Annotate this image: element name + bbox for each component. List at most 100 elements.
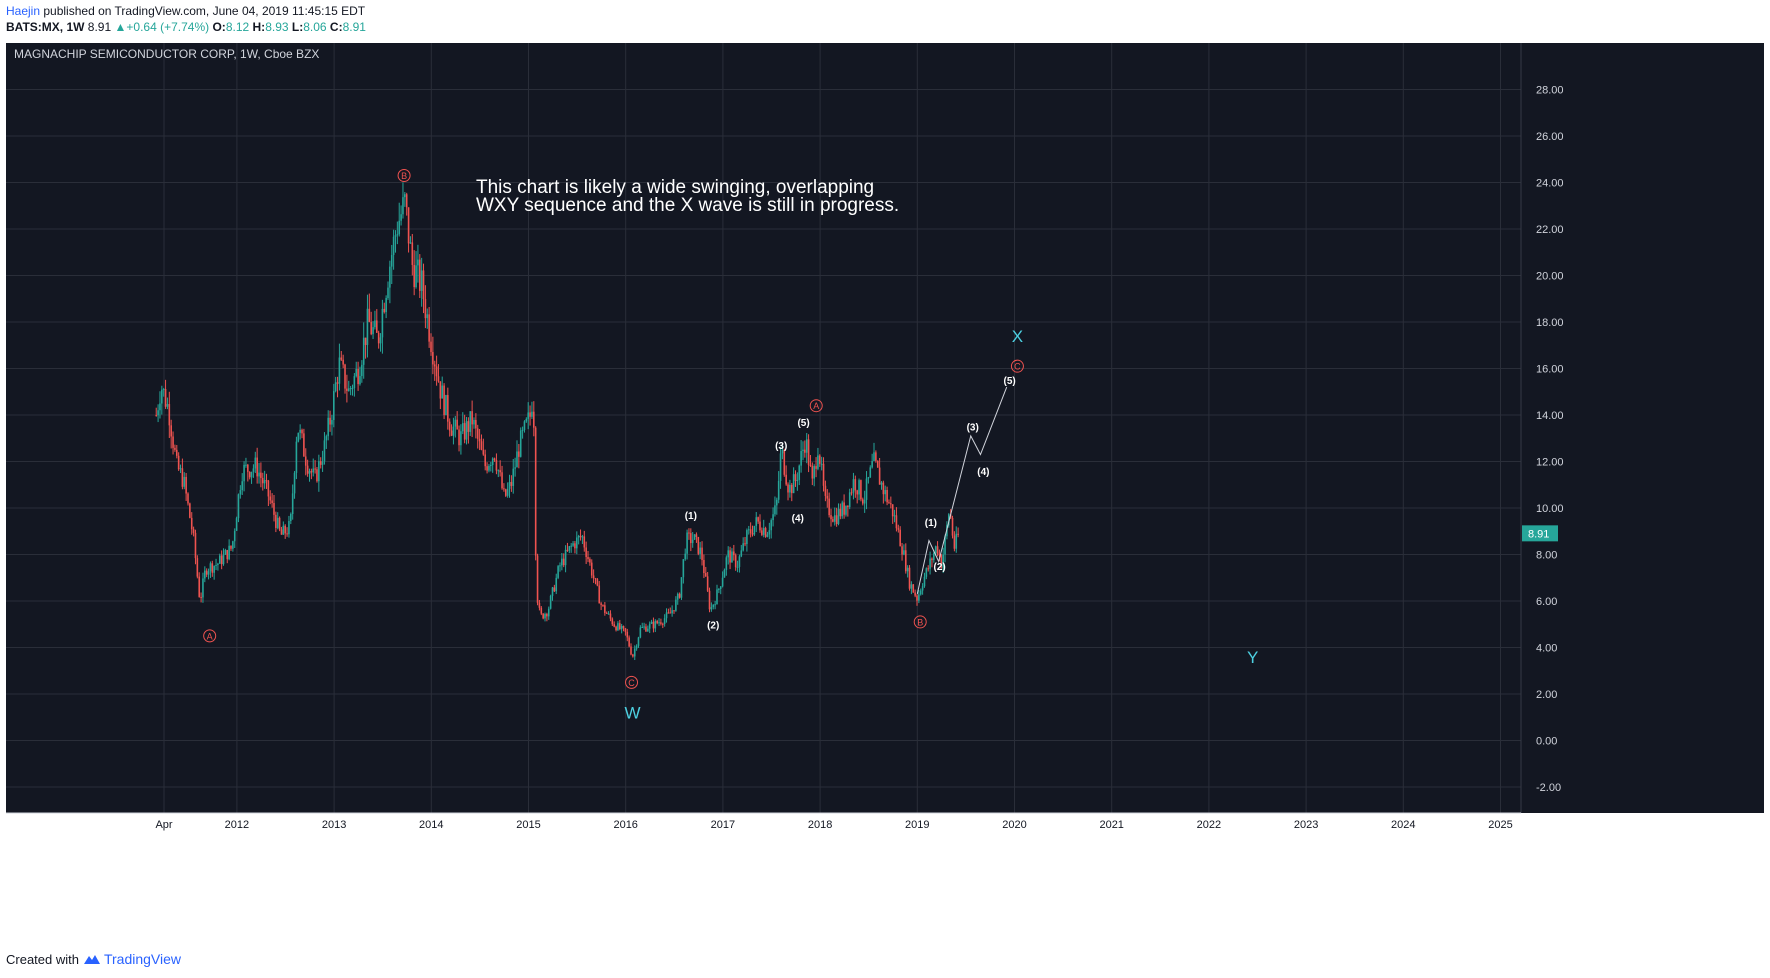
candle-body <box>830 515 832 520</box>
candle-body <box>583 536 586 548</box>
candle-body <box>878 467 881 485</box>
created-with-text: Created with <box>6 951 79 967</box>
candle-body <box>581 536 584 538</box>
abc-circle <box>809 399 823 413</box>
candle-body <box>734 555 737 568</box>
candle-body <box>936 546 939 554</box>
candle-body <box>813 466 815 479</box>
candle-body <box>260 472 262 478</box>
abc-circle <box>625 675 639 689</box>
candle-body <box>263 480 266 484</box>
candle-body <box>721 577 724 587</box>
candle-body <box>886 489 888 503</box>
candle-body <box>248 471 251 478</box>
candle-body <box>712 604 715 608</box>
candle-body <box>256 457 258 477</box>
candle-body <box>241 481 244 491</box>
candle-body <box>484 454 487 467</box>
candle-body <box>785 474 787 485</box>
candle-body <box>179 468 182 470</box>
candle-body <box>833 515 836 522</box>
candle-body <box>417 259 419 266</box>
impulse-label: (2) <box>707 620 719 631</box>
chart-panel[interactable]: W X Y A B C A B C (1) (2) (3) (4) (5) (1) (2) (3) (4) (5) … <box>6 43 1764 943</box>
tradingview-link[interactable]: TradingView <box>83 951 181 967</box>
price-axis: -2.00 0.00 2.00 4.00 6.00 8.00 10.00 12.00 14.00… <box>1536 85 1564 795</box>
abc-circle <box>397 169 411 183</box>
candle-body <box>353 376 356 389</box>
time-tick-label: 2018 <box>808 819 832 831</box>
grid-lines <box>6 43 1521 813</box>
candle-body <box>669 612 672 614</box>
impulse-label: (3) <box>967 423 979 434</box>
candle-body <box>278 517 281 530</box>
candle-body <box>475 419 477 429</box>
candle-body <box>826 495 829 499</box>
candle-body <box>574 543 576 549</box>
author-link[interactable]: Haejin <box>6 4 41 18</box>
candle-body <box>706 576 709 591</box>
candle-body <box>213 565 215 573</box>
impulse-label: (5) <box>797 418 809 429</box>
candle-body <box>899 529 901 547</box>
candle-body <box>286 533 288 535</box>
candle-body <box>678 593 681 598</box>
candle-body <box>832 519 834 522</box>
candle-body <box>267 480 270 497</box>
candle-body <box>686 532 688 554</box>
candle-body <box>432 352 434 365</box>
candle-body <box>820 463 823 465</box>
high-value: 8.93 <box>265 20 289 34</box>
candle-body <box>497 470 500 472</box>
candle-body <box>334 382 337 392</box>
candle-body <box>512 468 515 486</box>
price-chart[interactable]: WXYABCABC(1)(2)(3)(4)(5)(1)(2)(3)(4)(5) … <box>6 43 1764 943</box>
candle-body <box>761 530 763 535</box>
candle-body <box>215 564 217 566</box>
candle-body <box>247 464 249 472</box>
candle-body <box>490 464 492 466</box>
candle-body <box>768 530 771 535</box>
footer: Created with TradingView <box>6 951 181 967</box>
candle-body <box>704 573 707 577</box>
candle-body <box>389 266 391 288</box>
candle-body <box>727 550 730 558</box>
candle-body <box>540 607 543 614</box>
candle-body <box>508 481 511 489</box>
candle-body <box>207 571 210 575</box>
candle-body <box>518 451 520 457</box>
candle-body <box>387 287 389 298</box>
annotation-line-1: This chart is likely a wide swinging, ov… <box>476 177 874 198</box>
candle-body <box>321 461 324 465</box>
candle-body <box>755 517 758 526</box>
impulse-label: (4) <box>977 467 989 478</box>
candle-body <box>418 259 421 291</box>
candle-body <box>200 596 202 598</box>
candle-body <box>252 468 255 472</box>
candle-body <box>572 543 574 546</box>
candle-body <box>867 477 870 479</box>
candle-body <box>891 504 894 517</box>
candle-body <box>929 558 931 569</box>
candle-body <box>647 628 649 632</box>
time-tick-label: 2020 <box>1002 819 1026 831</box>
candle-body <box>400 214 402 221</box>
candle-body <box>364 337 367 345</box>
candle-body <box>770 520 773 531</box>
tradingview-logo-icon <box>83 955 100 964</box>
candle-body <box>890 503 892 505</box>
candle-body <box>211 563 214 573</box>
candle-body <box>280 529 283 535</box>
candle-body <box>370 321 372 335</box>
candle-body <box>448 421 451 431</box>
candle-body <box>534 427 537 556</box>
time-tick-label: 2024 <box>1391 819 1415 831</box>
candle-body <box>366 308 369 345</box>
candle-body <box>650 621 653 624</box>
candle-body <box>271 500 273 504</box>
candle-body <box>661 623 664 625</box>
price-tick-label: 24.00 <box>1536 178 1564 190</box>
candle-body <box>390 255 393 267</box>
candle-body <box>544 613 546 619</box>
candle-body <box>269 496 272 501</box>
